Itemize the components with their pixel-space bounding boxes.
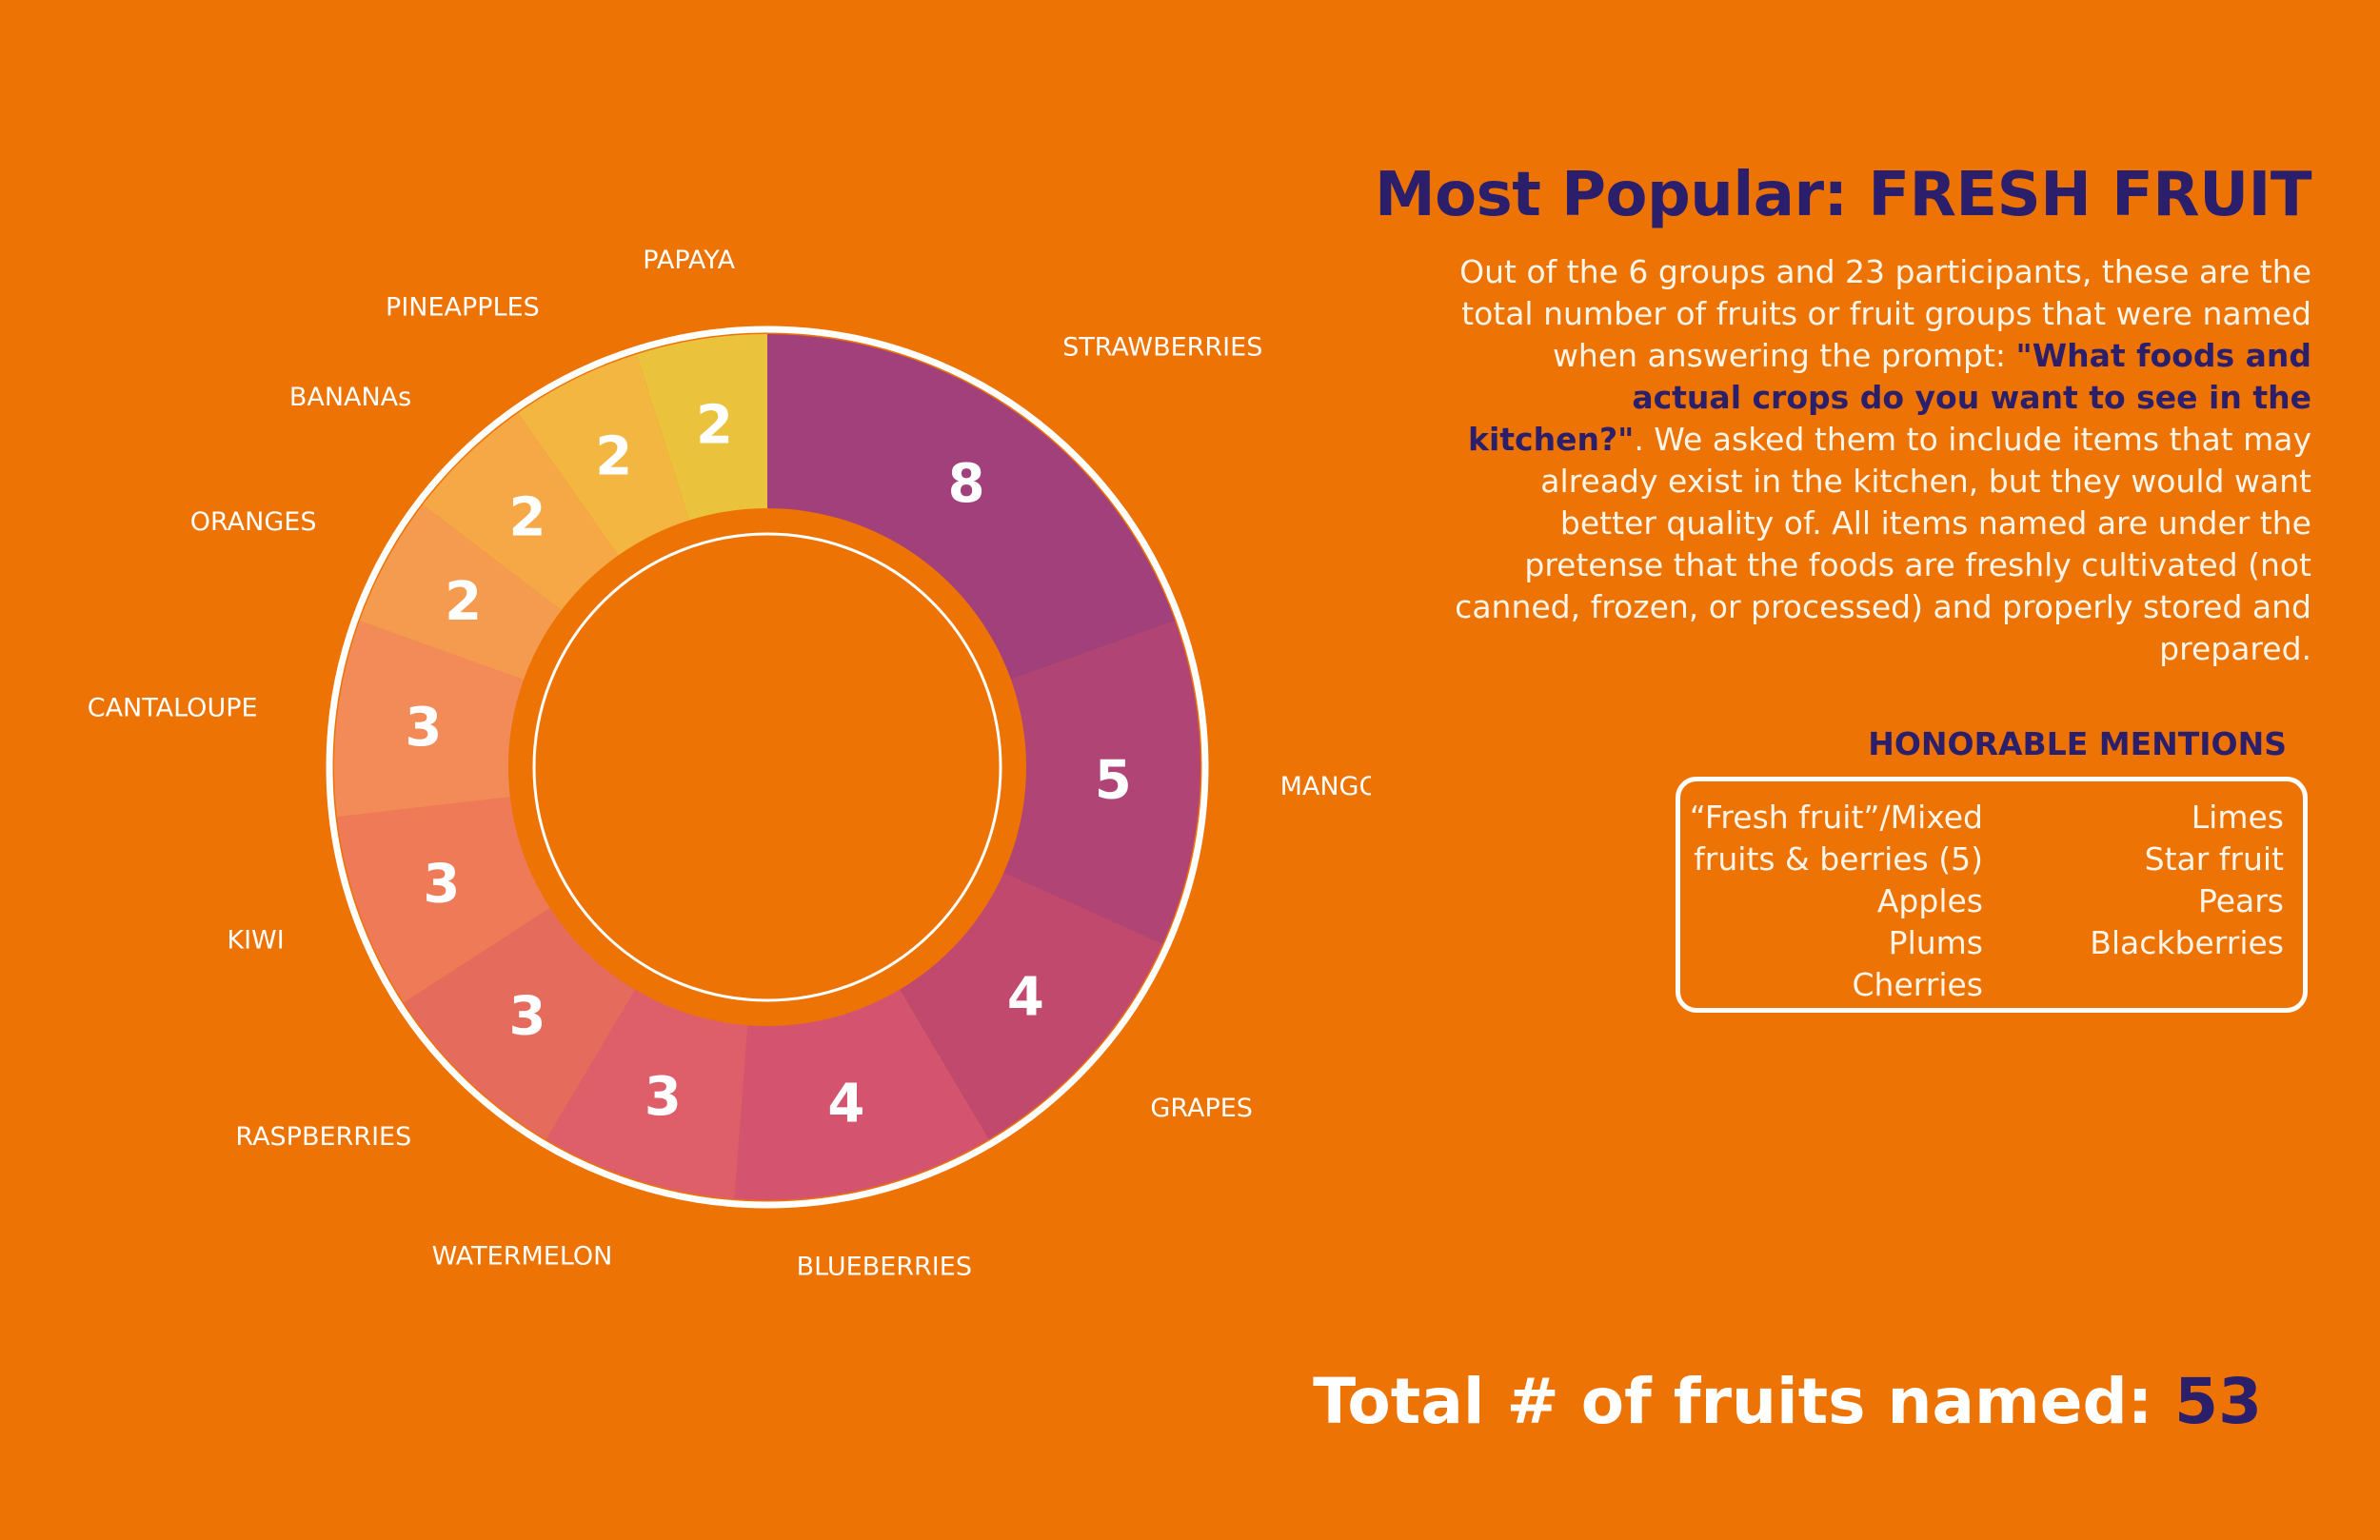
slice-value-cantaloupe: 3 — [405, 697, 442, 759]
slice-pineapples — [518, 354, 689, 556]
slice-value-papaya: 2 — [696, 394, 733, 456]
honorable-mention-item: Plums — [1888, 924, 1983, 961]
slice-value-raspberries: 3 — [508, 985, 545, 1047]
slice-value-pineapples: 2 — [595, 426, 632, 488]
slice-raspberries — [404, 907, 636, 1140]
slice-label-watermelon: WATERMELON — [432, 1241, 613, 1271]
slice-label-grapes: GRAPES — [1150, 1094, 1253, 1123]
slice-papaya — [636, 334, 767, 521]
slice-label-mangos: MANGOS — [1280, 772, 1371, 801]
description-intro: Out of the 6 groups and 23 participants,… — [1459, 253, 2311, 374]
honorable-mention-item: Star fruit — [2144, 840, 2284, 878]
slice-label-blueberries: BLUEBERRIES — [797, 1252, 972, 1281]
slice-cantaloupe — [334, 621, 525, 818]
honorable-mention-item: Pears — [2197, 882, 2284, 919]
description: Out of the 6 groups and 23 participants,… — [1455, 251, 2311, 670]
honorable-mentions-box: “Fresh fruit”/Mixed fruits & berries (5)… — [1676, 777, 2308, 1013]
honorable-mention-item: Limes — [2191, 799, 2284, 836]
total-value: 53 — [2174, 1365, 2262, 1438]
honorable-mention-item: fruits & berries (5) — [1694, 840, 1983, 878]
slice-value-blueberries: 4 — [827, 1073, 864, 1135]
honorable-mention-item: Apples — [1876, 882, 1983, 919]
page-title: Most Popular: FRESH FRUIT — [1374, 160, 2312, 230]
slice-value-grapes: 4 — [1007, 966, 1044, 1028]
fruit-donut-chart: 8 STRAWBERRIES 5 MANGOS 4 GRAPES 4 BLUEBERRIES 3… — [88, 246, 1371, 1282]
slice-bananas — [423, 412, 619, 611]
slice-grapes — [899, 873, 1163, 1140]
slice-blueberries — [734, 989, 989, 1200]
honorable-mention-item: “Fresh fruit”/Mixed — [1689, 799, 1983, 836]
total-fruits-named: Total # of fruits named: 53 — [1313, 1365, 2262, 1438]
description-rest: . We asked them to include items that ma… — [1455, 421, 2311, 667]
slice-label-raspberries: RASPBERRIES — [235, 1122, 411, 1152]
total-label: Total # of fruits named: — [1313, 1365, 2175, 1438]
slice-label-kiwi: KIWI — [227, 926, 284, 956]
slice-value-bananas: 2 — [508, 487, 545, 549]
honorable-mentions-right-column: Limes Star fruit Pears Blackberries — [2090, 797, 2284, 964]
slice-kiwi — [337, 797, 550, 1003]
slice-value-watermelon: 3 — [645, 1066, 682, 1128]
slice-value-strawberries: 8 — [948, 453, 985, 515]
slice-value-oranges: 2 — [445, 571, 482, 633]
slice-oranges — [359, 504, 562, 681]
slice-label-pineapples: PINEAPPLES — [386, 292, 540, 322]
slice-watermelon — [545, 989, 748, 1199]
description-prompt: "What foods and actual crops do you want… — [1468, 337, 2311, 458]
slice-label-papaya: PAPAYA — [643, 246, 735, 275]
honorable-mention-item: Blackberries — [2090, 924, 2284, 961]
donut-outer-ring — [326, 326, 1209, 1209]
slice-mangos — [1003, 621, 1200, 945]
slice-value-mangos: 5 — [1095, 749, 1132, 811]
honorable-mention-item: Cherries — [1852, 966, 1983, 1003]
slice-label-bananas: BANANAs — [289, 383, 411, 412]
donut-inner-ring — [532, 532, 1002, 1002]
slice-label-oranges: ORANGES — [190, 507, 317, 537]
slice-value-kiwi: 3 — [423, 853, 460, 915]
honorable-mentions-heading: HONORABLE MENTIONS — [1868, 725, 2287, 762]
slice-label-cantaloupe: CANTALOUPE — [88, 694, 258, 723]
honorable-mentions-left-column: “Fresh fruit”/Mixed fruits & berries (5)… — [1690, 797, 1983, 1006]
slice-strawberries — [767, 334, 1176, 681]
slice-label-strawberries: STRAWBERRIES — [1062, 333, 1262, 363]
